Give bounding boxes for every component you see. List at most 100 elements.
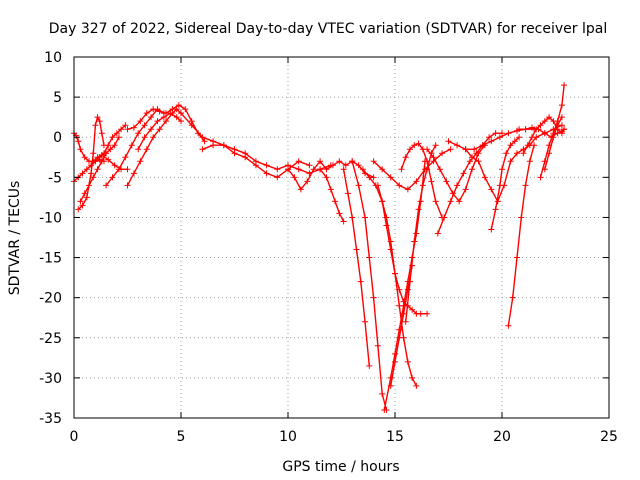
y-tick-label: -20 (39, 291, 62, 307)
data-point (505, 322, 512, 329)
data-point (355, 182, 362, 189)
data-point (505, 130, 512, 137)
data-point (469, 154, 476, 161)
data-point (79, 170, 86, 177)
data-point (92, 158, 99, 165)
data-point (507, 142, 514, 149)
data-point (169, 106, 176, 113)
data-point (92, 122, 99, 129)
data-point (122, 122, 129, 129)
data-point (379, 198, 386, 205)
series-arc-13 (317, 166, 347, 225)
data-point (94, 114, 101, 121)
data-point (537, 174, 544, 181)
data-point (546, 114, 553, 121)
data-point (329, 162, 336, 169)
data-point (113, 130, 120, 137)
data-point (537, 122, 544, 129)
data-point (148, 114, 155, 121)
series-line (362, 168, 418, 387)
data-point (199, 146, 206, 153)
y-tick-label: -25 (39, 331, 62, 347)
data-point (443, 178, 450, 185)
series-arc-4 (77, 134, 122, 205)
series-arc-31 (537, 82, 568, 181)
data-point (295, 158, 302, 165)
series-line (77, 115, 105, 210)
data-point (417, 310, 424, 317)
data-point (231, 150, 238, 157)
data-point (156, 108, 163, 115)
data-point (447, 146, 454, 153)
data-point (154, 118, 161, 125)
data-point (379, 166, 386, 173)
data-point (349, 158, 356, 165)
data-point (88, 170, 95, 177)
data-point (323, 174, 330, 181)
y-tick-labels: -35 -30 -25 -20 -15 -10 -5 0 5 10 (39, 50, 62, 427)
data-point (118, 126, 125, 133)
data-point (242, 154, 249, 161)
series-arc-17 (374, 182, 431, 317)
data-point (141, 134, 148, 141)
data-point (516, 134, 523, 141)
data-point (77, 198, 84, 205)
data-point (546, 150, 553, 157)
series-arc-20 (402, 142, 439, 325)
data-point (124, 126, 131, 133)
data-point (520, 150, 527, 157)
data-point (96, 154, 103, 161)
data-point (413, 178, 420, 185)
data-point (105, 156, 112, 163)
data-point (541, 130, 548, 137)
data-point (83, 166, 90, 173)
data-point (413, 230, 420, 237)
data-point (392, 270, 398, 277)
data-point (379, 390, 386, 397)
data-point (496, 182, 503, 189)
data-point (115, 166, 122, 173)
y-tick-label: -35 (39, 411, 62, 427)
data-point (340, 218, 347, 225)
series-arc-9 (135, 110, 184, 153)
data-point (163, 118, 170, 125)
data-point (441, 214, 448, 221)
data-point (362, 214, 369, 221)
y-tick-label: -30 (39, 371, 62, 387)
data-series (71, 82, 568, 413)
data-point (432, 198, 439, 205)
series-arc-7 (124, 106, 184, 189)
data-point (471, 146, 478, 153)
data-point (558, 102, 565, 109)
x-tick-labels: 0 5 10 15 20 25 (70, 429, 618, 445)
data-point (109, 174, 116, 181)
data-point (522, 126, 529, 133)
data-point (370, 158, 377, 165)
data-point (400, 310, 407, 317)
data-point (454, 142, 461, 149)
series-arc-21 (370, 146, 454, 193)
data-point (411, 238, 418, 245)
data-point (398, 166, 405, 173)
data-point (541, 166, 548, 173)
data-point (79, 202, 86, 209)
data-point (392, 358, 398, 365)
data-point (503, 150, 510, 157)
data-point (402, 154, 409, 161)
data-point (317, 166, 324, 173)
series-arc-26 (462, 122, 565, 205)
data-point (100, 150, 107, 157)
series-line (400, 142, 443, 218)
series-line (490, 136, 520, 230)
data-point (402, 318, 409, 325)
data-point (297, 186, 304, 193)
data-point (137, 158, 144, 165)
data-point (447, 198, 454, 205)
data-point (415, 206, 422, 213)
tick-marks (73, 56, 610, 419)
data-point (436, 166, 443, 173)
data-point (387, 382, 394, 389)
data-point (518, 214, 525, 221)
data-point (387, 246, 394, 253)
data-point (445, 138, 452, 145)
